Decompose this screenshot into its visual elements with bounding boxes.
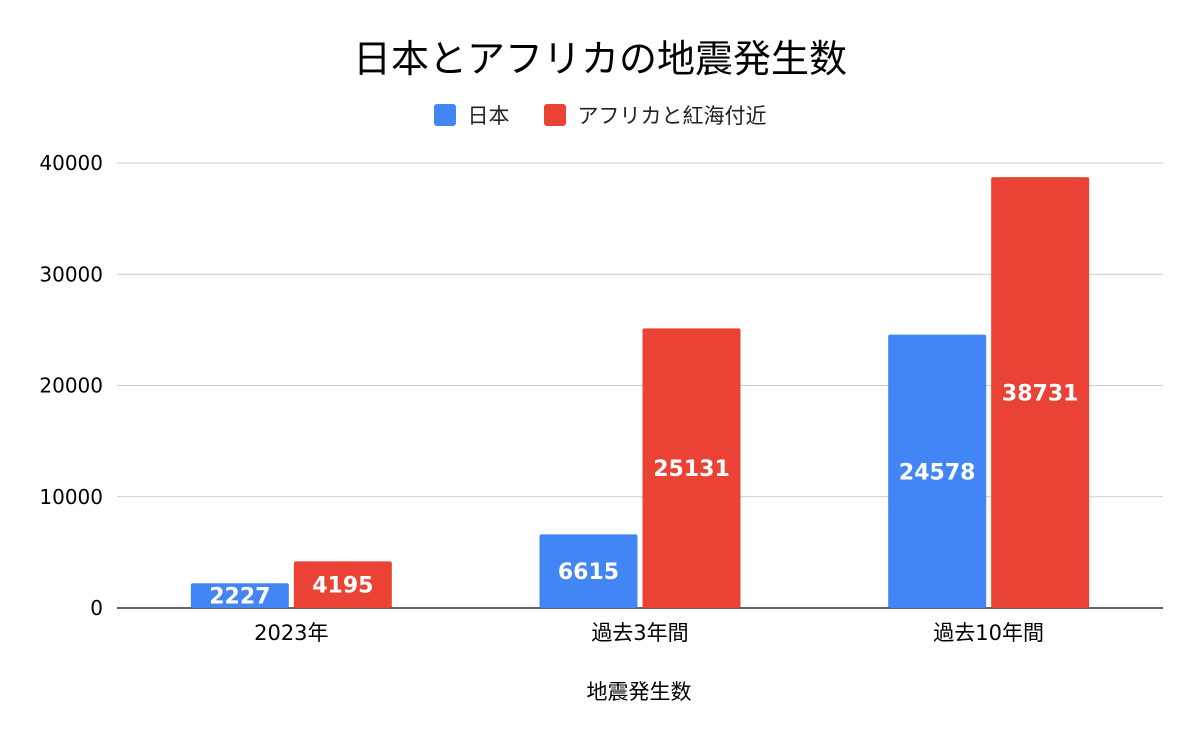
y-tick-label: 20000 — [39, 374, 103, 398]
bar-africa — [991, 177, 1090, 609]
bar-japan — [888, 334, 987, 608]
x-axis-title: 地震発生数 — [586, 680, 692, 704]
y-tick-label: 0 — [90, 596, 103, 620]
y-tick-label: 10000 — [39, 485, 103, 509]
legend-item-japan[interactable]: 日本 — [433, 100, 510, 130]
data-label: 4195 — [312, 574, 373, 599]
data-label: 2227 — [209, 585, 270, 610]
bar-japan — [190, 583, 289, 608]
legend-item-africa[interactable]: アフリカと紅海付近 — [543, 100, 767, 130]
legend-swatch-japan — [433, 104, 456, 126]
legend-swatch-africa — [543, 104, 566, 126]
legend-label-japan: 日本 — [467, 104, 510, 128]
data-label: 25131 — [653, 457, 730, 482]
legend: 日本 アフリカと紅海付近 — [0, 100, 1200, 130]
x-tick-label: 過去3年間 — [591, 621, 688, 645]
data-label: 38731 — [1002, 382, 1079, 407]
chart-title: 日本とアフリカの地震発生数 — [352, 37, 847, 81]
legend-label-africa: アフリカと紅海付近 — [577, 104, 767, 128]
x-tick-label: 2023年 — [254, 621, 328, 645]
bar-africa — [642, 328, 741, 608]
data-label: 24578 — [899, 460, 976, 485]
bar-japan — [539, 534, 638, 608]
y-tick-label: 30000 — [39, 262, 103, 286]
data-label: 6615 — [558, 560, 619, 585]
bar-africa — [293, 561, 392, 608]
x-tick-label: 過去10年間 — [933, 621, 1044, 645]
y-tick-label: 40000 — [39, 151, 103, 175]
